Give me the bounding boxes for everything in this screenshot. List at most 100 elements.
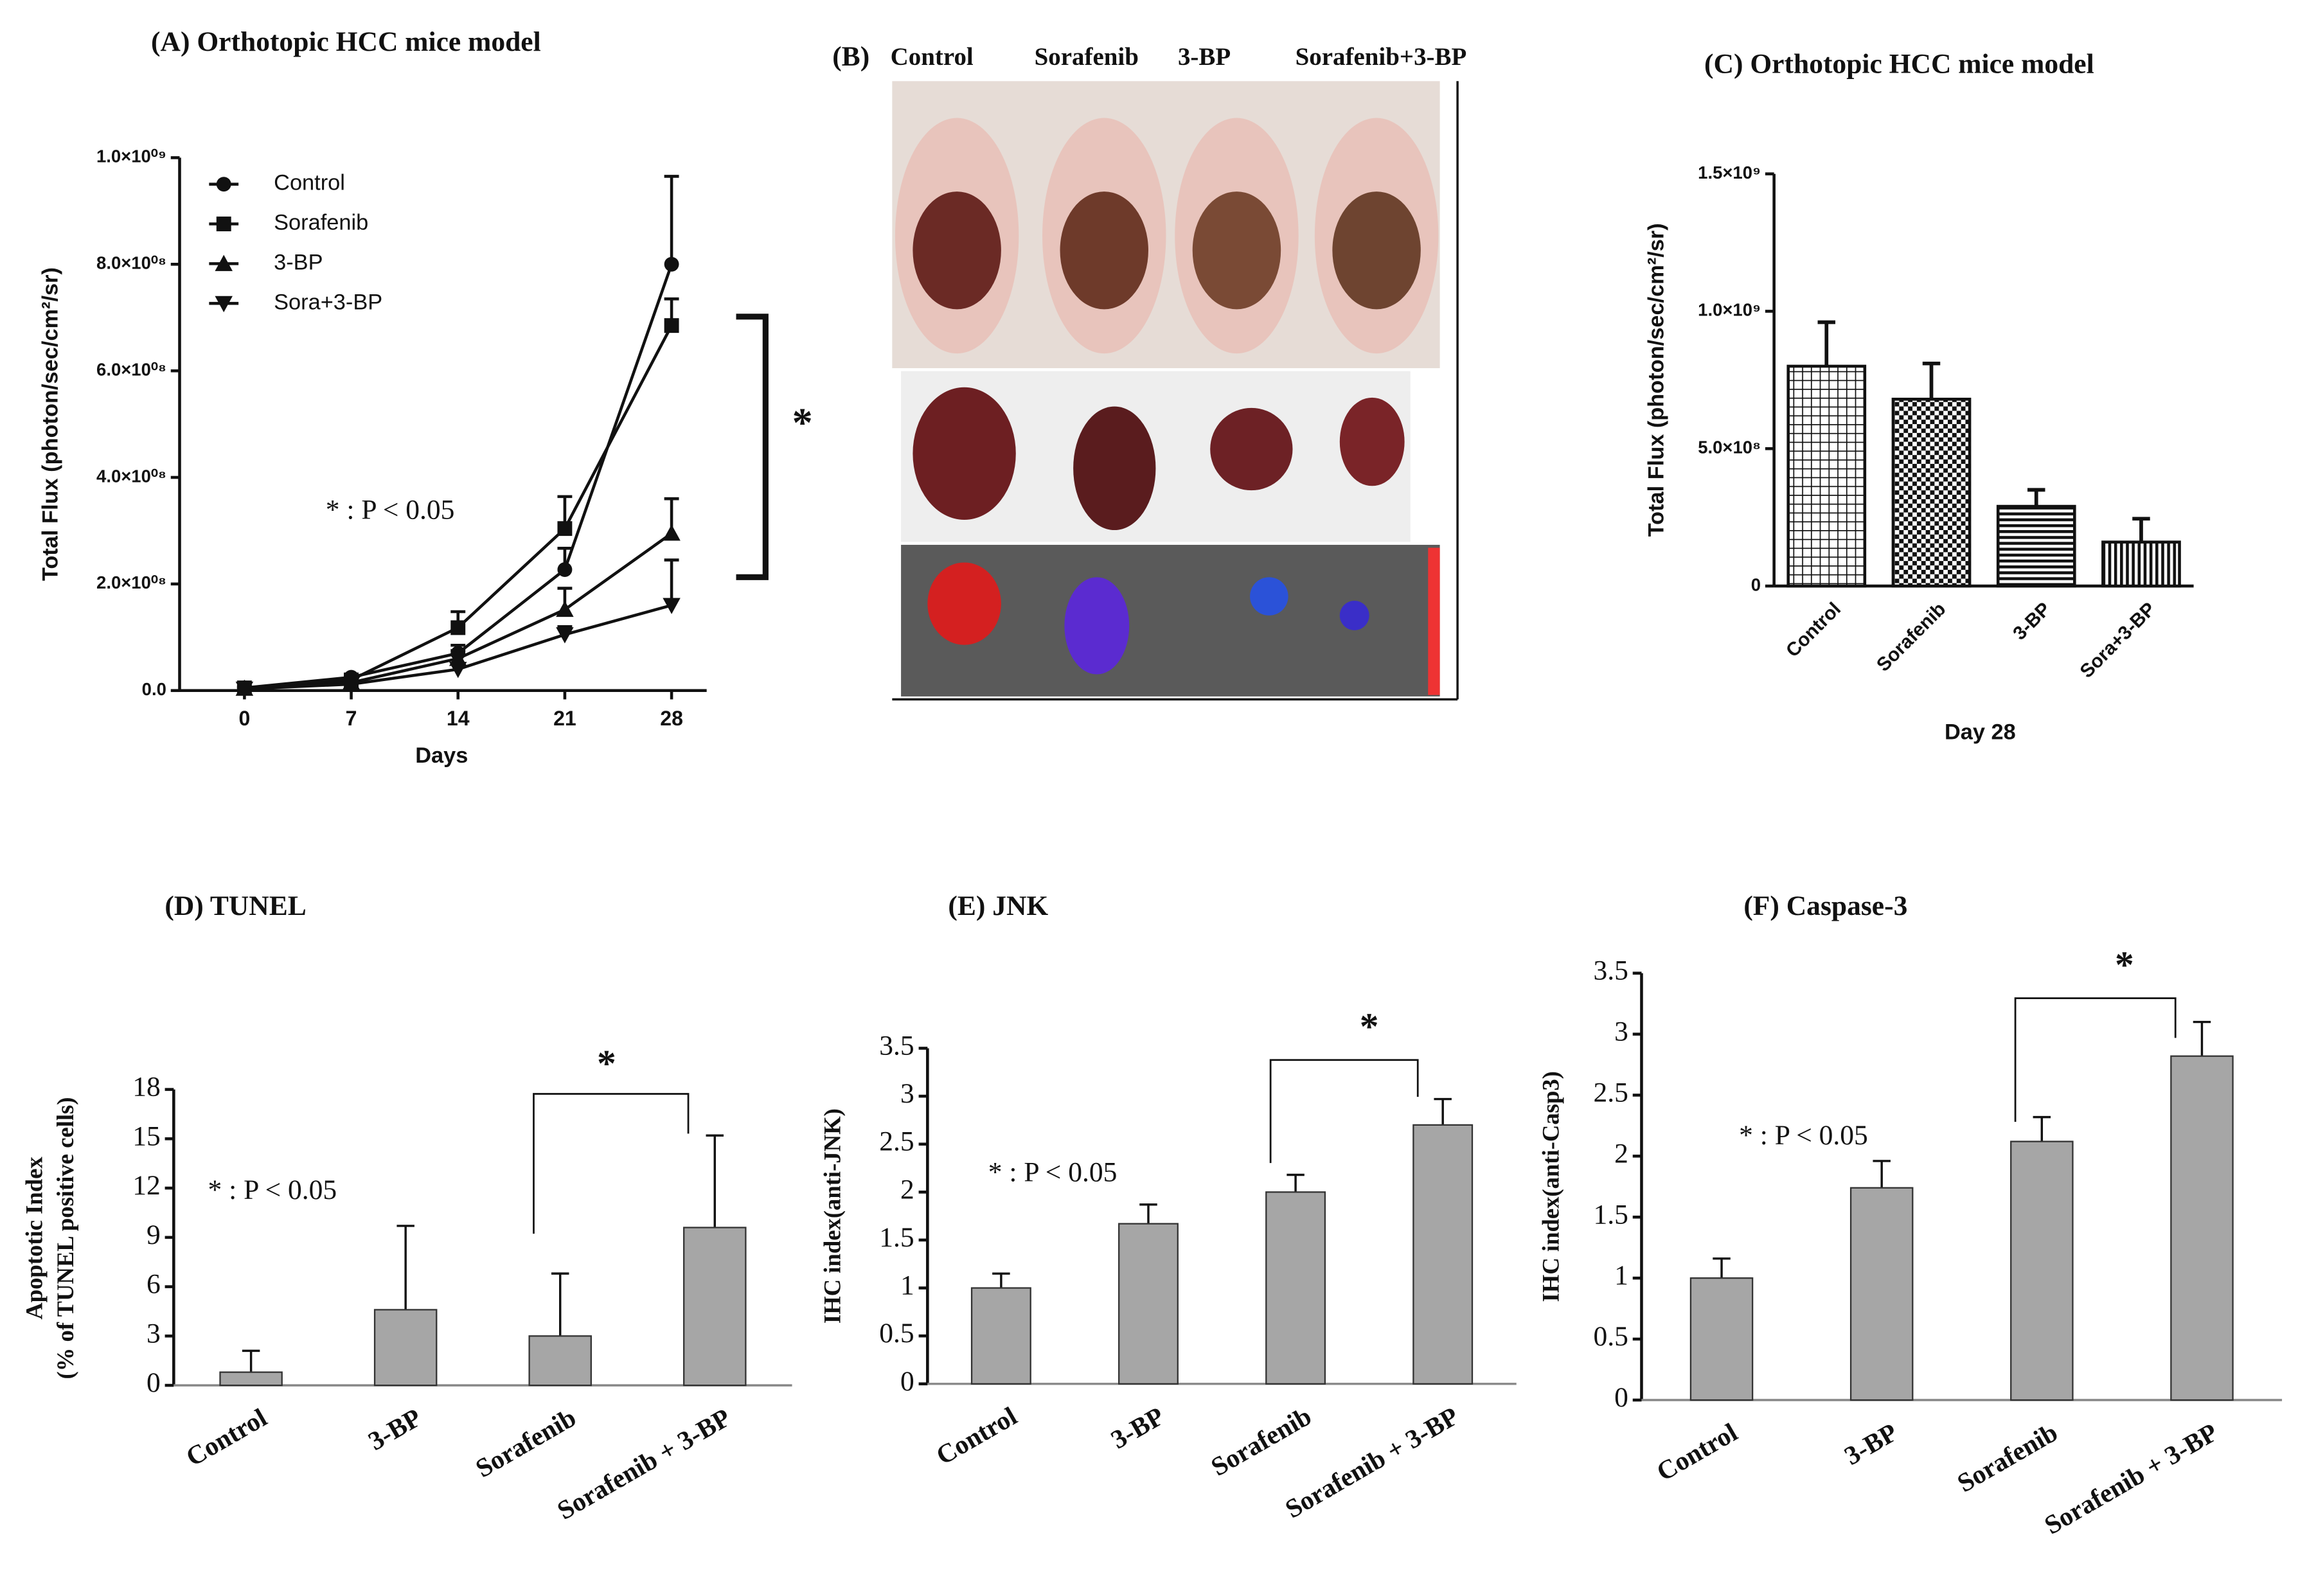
bar (970, 1287, 1031, 1385)
signal (927, 562, 1001, 645)
group-label: Sorafenib+3-BP (1296, 43, 1467, 71)
annotation: * : P < 0.05 (988, 1157, 1118, 1187)
x-tick-label: 3-BP (1106, 1401, 1169, 1454)
chart-title: (C) Orthotopic HCC mice model (1704, 48, 2094, 79)
color-scale (1428, 547, 1440, 695)
legend-label: Sora+3-BP (274, 290, 382, 314)
signal (1250, 577, 1288, 616)
error-bar (1922, 361, 1941, 400)
liver (913, 387, 1016, 520)
annotation: * : P < 0.05 (1739, 1120, 1868, 1151)
data-point (342, 677, 361, 693)
y-tick-label: 3.5 (879, 1030, 914, 1061)
bar (1689, 1277, 1754, 1401)
x-axis-label: Day 28 (1945, 720, 2016, 744)
legend-marker (216, 177, 231, 192)
data-point (556, 600, 574, 617)
group-label: Control (891, 43, 974, 71)
y-tick-label: 0.5 (1593, 1321, 1628, 1352)
y-tick-label: 3 (147, 1318, 161, 1349)
data-point (556, 627, 574, 644)
legend-label: Control (274, 171, 345, 195)
mouse-organs (1060, 191, 1148, 310)
error-bar (664, 175, 679, 265)
legend-marker (215, 254, 233, 271)
y-tick-label: 12 (132, 1170, 161, 1201)
y-tick-label: 0.5 (879, 1318, 914, 1349)
x-tick-label: Sorafenib + 3-BP (552, 1403, 735, 1525)
y-tick-label: 0 (900, 1366, 914, 1397)
y-tick-label: 6.0×10⁰⁸ (96, 359, 166, 379)
x-tick-label: 3-BP (1839, 1417, 1902, 1471)
bar (1118, 1223, 1179, 1385)
significance-bracket (2014, 997, 2177, 1122)
y-tick-label: 15 (132, 1121, 161, 1151)
y-tick-label: 3.5 (1593, 955, 1628, 986)
x-tick-label: 7 (346, 707, 357, 730)
bar (2170, 1055, 2234, 1401)
y-tick-label: 8.0×10⁰⁸ (96, 253, 166, 273)
annotation: * : P < 0.05 (326, 495, 455, 526)
y-tick-label: 2.0×10⁰⁸ (96, 572, 166, 592)
x-tick-label: 14 (447, 707, 470, 730)
legend-label: Sorafenib (274, 211, 368, 235)
error-bar (1817, 320, 1836, 366)
y-axis-label: Apoptotic Index (21, 1157, 48, 1320)
annotation: * (1360, 1006, 1379, 1048)
bar (1265, 1191, 1326, 1385)
annotation: * : P < 0.05 (208, 1175, 337, 1205)
y-tick-label: 0 (147, 1367, 161, 1398)
x-tick-label: 3-BP (2009, 598, 2054, 644)
error-bar (2027, 488, 2045, 507)
x-tick-label: Sorafenib (1206, 1401, 1316, 1482)
bar (683, 1227, 747, 1387)
error-bar (2193, 1020, 2211, 1056)
y-tick-label: 1.0×10⁹ (1698, 300, 1761, 320)
y-tick-label: 0.0 (142, 679, 166, 699)
error-bar (1434, 1097, 1452, 1125)
bar (2010, 1140, 2074, 1401)
error-bar (551, 1272, 569, 1336)
liver (1073, 406, 1156, 531)
x-tick-label: Sorafenib (1873, 598, 1950, 675)
y-tick-label: 1.0×10⁰⁹ (96, 146, 166, 166)
y-axis-label: IHC index(anti-JNK) (819, 1108, 845, 1324)
y-axis-label: Total Flux (photon/sec/cm²/sr) (38, 267, 62, 581)
group-label: Sorafenib (1035, 43, 1139, 71)
group-label: 3-BP (1178, 43, 1231, 71)
bar (373, 1309, 438, 1387)
bar (1891, 398, 1972, 588)
bar (1996, 504, 2076, 588)
y-tick-label: 9 (147, 1219, 161, 1250)
y-tick-label: 1 (900, 1270, 914, 1301)
photo-panel (892, 81, 1459, 701)
significance-bracket (1269, 1059, 1419, 1164)
data-point (663, 524, 681, 541)
bar (2101, 540, 2181, 588)
y-axis-label: (% of TUNEL positive cells) (52, 1097, 78, 1379)
y-axis-label: IHC index(anti-Casp3) (1537, 1071, 1563, 1302)
y-tick-label: 4.0×10⁰⁸ (96, 466, 166, 486)
signal (1339, 601, 1369, 630)
x-tick-label: Control (1652, 1417, 1742, 1487)
y-tick-label: 5.0×10⁸ (1698, 438, 1761, 457)
legend-label: 3-BP (274, 250, 323, 274)
y-tick-label: 2 (1614, 1138, 1628, 1169)
error-bar (1287, 1173, 1305, 1193)
bar (1849, 1187, 1914, 1401)
error-bar (242, 1349, 260, 1372)
signal (1064, 577, 1130, 675)
legend-marker (216, 217, 231, 231)
x-axis-label: Days (415, 743, 468, 768)
y-tick-label: 1 (1614, 1260, 1628, 1291)
x-tick-label: 28 (660, 707, 683, 730)
bar (219, 1371, 283, 1387)
x-tick-label: Sorafenib (470, 1403, 581, 1484)
chart-title: (A) Orthotopic HCC mice model (151, 26, 541, 57)
y-tick-label: 2.5 (1593, 1077, 1628, 1108)
x-tick-label: 21 (553, 707, 576, 730)
x-tick-label: 0 (238, 707, 250, 730)
data-point (664, 318, 679, 333)
error-bar (1873, 1160, 1891, 1188)
